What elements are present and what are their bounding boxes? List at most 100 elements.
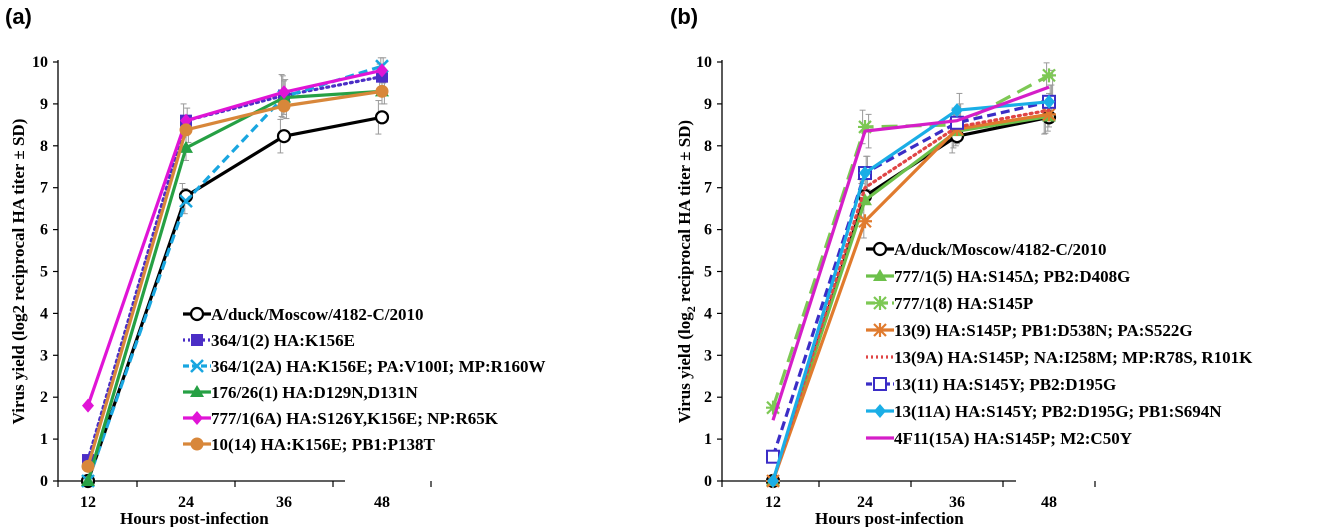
panel-a-series-6-point — [81, 459, 95, 473]
panel-a-legend-label: 10(14) HA:K156E; PB1:P138T — [211, 435, 435, 454]
panel-b-legend-label: A/duck/Moscow/4182-C/2010 — [894, 240, 1107, 259]
panel-a-series-1-point — [374, 110, 390, 125]
panel-a-legend-label: 777/1(6A) HA:S126Y,K156E; NP:R65K — [211, 409, 499, 428]
panel-a-legend-label: 364/1(2A) HA:K156E; PA:V100I; MP:R160W — [211, 357, 545, 376]
panel-b-series-3-point — [858, 119, 872, 134]
panel-b-series-2-point — [858, 193, 872, 206]
panel-b-legend-marker — [872, 241, 888, 257]
panel-b-y-tick-label: 9 — [704, 96, 712, 113]
panel-a-series-5-point — [82, 398, 94, 413]
panel-b-series-7-point — [951, 103, 963, 118]
panel-a-series-5-line — [86, 68, 383, 407]
panel-b-x-axis-title: Hours post-infection — [815, 509, 964, 527]
panel-b-legend-marker — [873, 269, 887, 281]
panel-b-legend-label: 13(9) HA:S145P; PB1:D538N; PA:S522G — [894, 321, 1193, 340]
panel-b-series-7-line — [771, 100, 1050, 482]
panel-b-series-3-point — [766, 400, 780, 415]
panel-b-legend-label: 4F11(15A) HA:S145P; M2:C50Y — [894, 429, 1132, 448]
panel-b-legend-label: 13(9A) HA:S145P; NA:I258M; MP:R78S, R101… — [894, 348, 1253, 367]
panel-b-legend-entry-6: 13(11) HA:S145Y; PB2:D195G — [866, 375, 1116, 394]
panel-a-series-6-point — [375, 84, 389, 98]
panel-a-y-tick-label: 9 — [40, 96, 48, 113]
panel-b-x-tick-label: 24 — [857, 494, 873, 511]
panel-b-y-tick-label: 1 — [704, 431, 712, 448]
panel-b-y-tick-label: 2 — [704, 389, 712, 406]
panel-a-x-axis-title: Hours post-infection — [120, 509, 269, 527]
panel-b-x-tick-label: 12 — [765, 494, 781, 511]
panel-b-legend-entry-4: 13(9) HA:S145P; PB1:D538N; PA:S522G — [866, 321, 1193, 340]
panel-a-x-tick-label: 12 — [80, 494, 96, 511]
panel-b-legend-marker — [874, 404, 886, 418]
panel-a-label: (a) — [5, 4, 32, 29]
panel-b-series-6-point — [766, 449, 780, 464]
panel-a-y-tick-label: 7 — [40, 180, 48, 197]
panel-b-legend-label: 13(11) HA:S145Y; PB2:D195G — [894, 375, 1116, 394]
panel-a-y-tick-label: 10 — [32, 54, 48, 71]
panel-a-y-tick-label: 2 — [40, 389, 48, 406]
panel-b-legend-marker — [873, 296, 887, 310]
panel-a-legend-entry-1: A/duck/Moscow/4182-C/2010 — [183, 305, 424, 324]
panel-b-y-tick-label: 7 — [704, 180, 712, 197]
panel-b-label: (b) — [670, 4, 698, 29]
panel-a-legend-marker — [190, 437, 204, 451]
panel-a-series-6-point — [277, 99, 291, 113]
panel-a-y-tick-label: 1 — [40, 431, 48, 448]
panel-a-series-6-line — [86, 89, 383, 467]
panel-a-legend-entry-6: 10(14) HA:K156E; PB1:P138T — [183, 435, 435, 454]
panel-b-y-tick-label: 5 — [704, 264, 712, 281]
panel-a-x-tick-label: 36 — [276, 494, 292, 511]
panel-b-y-tick-label: 6 — [704, 222, 712, 239]
panel-a-series-1-line — [86, 115, 383, 482]
panel-b-legend-entry-2: 777/1(5) HA:S145Δ; PB2:D408G — [866, 267, 1130, 286]
panel-b-legend-label: 13(11A) HA:S145Y; PB2:D195G; PB1:S694N — [894, 402, 1222, 421]
panel-b-series-6-line — [771, 100, 1050, 458]
panel-b-series-4-point — [858, 214, 872, 229]
panel-b-series-8-line — [771, 85, 1050, 421]
panel-a-x-tick-label: 48 — [374, 494, 390, 511]
panel-b-series-3-point — [1042, 68, 1056, 83]
panel-a-series-6-point — [179, 123, 193, 137]
panel-a-series-4-line — [86, 89, 383, 482]
panel-a-legend-marker — [191, 411, 203, 425]
panel-a-series-4-point — [81, 474, 95, 486]
panel-b-x-tick-label: 36 — [949, 494, 965, 511]
panel-b-y-tick-label: 0 — [704, 473, 712, 490]
panel-b-y-tick-label: 3 — [704, 347, 712, 364]
panel-b-legend-marker — [873, 323, 887, 337]
panel-a-legend-entry-5: 777/1(6A) HA:S126Y,K156E; NP:R65K — [183, 409, 499, 428]
panel-a-series-5-point — [278, 85, 290, 100]
panel-a-series-3-point — [179, 194, 193, 208]
panel-b-legend-entry-3: 777/1(8) HA:S145P — [866, 294, 1033, 313]
panel-a-legend-marker — [189, 306, 205, 322]
panel-b-series-7-point — [1043, 94, 1055, 109]
panel-a-legend-entry-4: 176/26(1) HA:D129N,D131N — [183, 383, 419, 402]
panel-a-x-tick-label: 24 — [178, 494, 194, 511]
panel-a-legend-entry-2: 364/1(2) HA:K156E — [183, 331, 355, 350]
panel-b-legend-entry-5: 13(9A) HA:S145P; NA:I258M; MP:R78S, R101… — [866, 348, 1253, 367]
panel-b-legend-label: 777/1(5) HA:S145Δ; PB2:D408G — [894, 267, 1130, 286]
panel-a-y-tick-label: 3 — [40, 347, 48, 364]
panel-a-y-tick-label: 0 — [40, 473, 48, 490]
panel-b-x-tick-label: 48 — [1041, 494, 1057, 511]
panel-a-y-tick-label: 8 — [40, 138, 48, 155]
panel-b-series-7-point — [767, 474, 779, 488]
panel-b-series-4-line — [771, 112, 1050, 482]
panel-b-legend-label: 777/1(8) HA:S145P — [894, 294, 1033, 313]
panel-a-y-tick-label: 6 — [40, 222, 48, 239]
panel-a-legend-label: 176/26(1) HA:D129N,D131N — [211, 383, 419, 402]
panel-b-series-2-line — [771, 114, 1050, 482]
panel-a-legend-marker — [191, 334, 203, 346]
panel-a-series-1-point — [276, 129, 292, 144]
panel-a-legend-marker — [190, 359, 204, 373]
panel-a-legend-marker — [190, 385, 204, 397]
panel-a-y-tick-label: 4 — [40, 305, 48, 322]
panel-b-y-tick-label: 8 — [704, 138, 712, 155]
panel-a-y-axis-title: Virus yield (log2 reciprocal HA titer ± … — [9, 119, 28, 425]
panel-b-y-tick-label: 10 — [696, 54, 712, 71]
panel-b-series-4-point — [1042, 107, 1056, 122]
panel-a-series-4-point — [179, 140, 193, 153]
panel-a-legend-label: 364/1(2) HA:K156E — [211, 331, 355, 350]
panel-a-legend-label: A/duck/Moscow/4182-C/2010 — [211, 305, 424, 324]
